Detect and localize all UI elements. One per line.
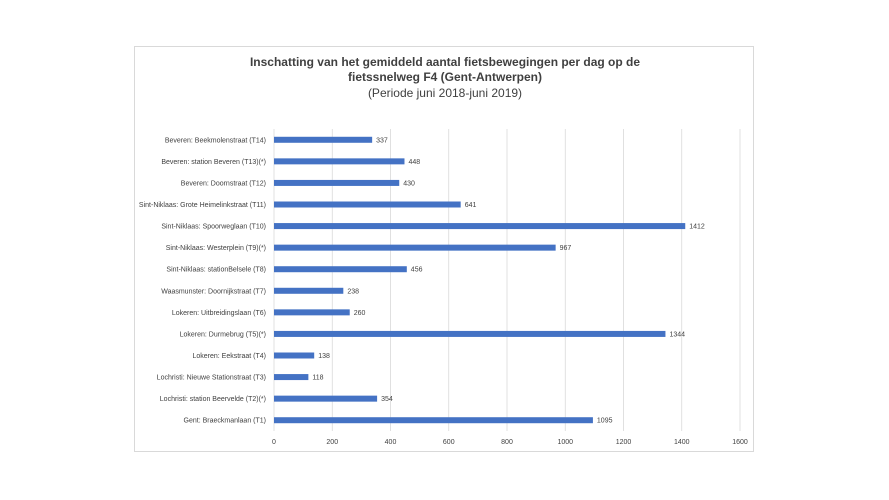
category-label: Beveren: Beekmolenstraat (T14) bbox=[165, 137, 266, 144]
x-tick-label: 1600 bbox=[732, 439, 748, 446]
x-tick-label: 200 bbox=[326, 439, 338, 446]
data-label: 238 bbox=[347, 288, 359, 295]
category-label: Waasmunster: Doornijkstraat (T7) bbox=[161, 288, 266, 295]
category-label: Gent: Braeckmanlaan (T1) bbox=[184, 418, 266, 425]
chart-frame: Inschatting van het gemiddeld aantal fie… bbox=[134, 46, 754, 452]
bar bbox=[274, 136, 373, 143]
category-label: Sint-Niklaas: Westerplein (T9)(*) bbox=[166, 245, 266, 252]
x-tick-label: 600 bbox=[443, 439, 455, 446]
category-label: Lochristi: station Beervelde (T2)(*) bbox=[160, 396, 266, 403]
category-label: Beveren: Doornstraat (T12) bbox=[181, 180, 266, 187]
chart-title-block: Inschatting van het gemiddeld aantal fie… bbox=[135, 55, 755, 101]
data-label: 337 bbox=[376, 137, 388, 144]
category-label: Beveren: station Beveren (T13)(*) bbox=[161, 159, 266, 166]
data-label: 354 bbox=[381, 396, 393, 403]
data-label: 641 bbox=[465, 202, 477, 209]
bar bbox=[274, 266, 407, 273]
category-label: Lochristi: Nieuwe Stationstraat (T3) bbox=[157, 375, 266, 382]
category-label: Sint-Niklaas: Spoorweglaan (T10) bbox=[161, 224, 266, 231]
data-label: 118 bbox=[312, 375, 323, 382]
data-label: 448 bbox=[408, 159, 420, 166]
data-label: 967 bbox=[560, 245, 572, 252]
bar bbox=[274, 158, 405, 165]
category-label: Lokeren: Durmebrug (T5)(*) bbox=[180, 331, 266, 338]
data-label: 430 bbox=[403, 180, 415, 187]
data-label: 260 bbox=[354, 310, 366, 317]
chart-title: Inschatting van het gemiddeld aantal fie… bbox=[249, 55, 641, 84]
category-label: Lokeren: Uitbreidingslaan (T6) bbox=[172, 310, 266, 317]
labels: 0 200 400 600 800 1000 1200 1400 1600 Beveren: Be… bbox=[139, 137, 748, 446]
bars bbox=[274, 136, 686, 424]
data-label: 1095 bbox=[597, 418, 613, 425]
bar bbox=[274, 223, 686, 230]
bar-chart: 0 200 400 600 800 1000 1200 1400 1600 Beveren: Be… bbox=[139, 129, 748, 446]
data-label: 1344 bbox=[669, 331, 685, 338]
bar bbox=[274, 244, 556, 251]
x-tick-label: 1200 bbox=[616, 439, 632, 446]
bar bbox=[274, 417, 593, 424]
bar bbox=[274, 395, 378, 402]
x-tick-label: 400 bbox=[385, 439, 397, 446]
x-tick-label: 1400 bbox=[674, 439, 690, 446]
data-label: 138 bbox=[318, 353, 330, 360]
data-label: 1412 bbox=[689, 224, 705, 231]
bar bbox=[274, 201, 461, 208]
bar bbox=[274, 179, 400, 186]
bar bbox=[274, 309, 350, 316]
bar bbox=[274, 330, 666, 337]
gridlines bbox=[273, 129, 741, 431]
category-label: Sint-Niklaas: Grote Heimelinkstraat (T11… bbox=[139, 202, 266, 209]
x-tick-label: 1000 bbox=[557, 439, 573, 446]
category-label: Sint-Niklaas: stationBelsele (T8) bbox=[166, 267, 266, 274]
bar bbox=[274, 374, 309, 381]
x-tick-label: 0 bbox=[272, 439, 276, 446]
bar bbox=[274, 287, 344, 294]
chart-subtitle: (Periode juni 2018-juni 2019) bbox=[367, 86, 523, 100]
bar bbox=[274, 352, 315, 359]
data-label: 456 bbox=[411, 267, 423, 274]
x-tick-label: 800 bbox=[501, 439, 513, 446]
category-label: Lokeren: Eekstraat (T4) bbox=[192, 353, 266, 360]
